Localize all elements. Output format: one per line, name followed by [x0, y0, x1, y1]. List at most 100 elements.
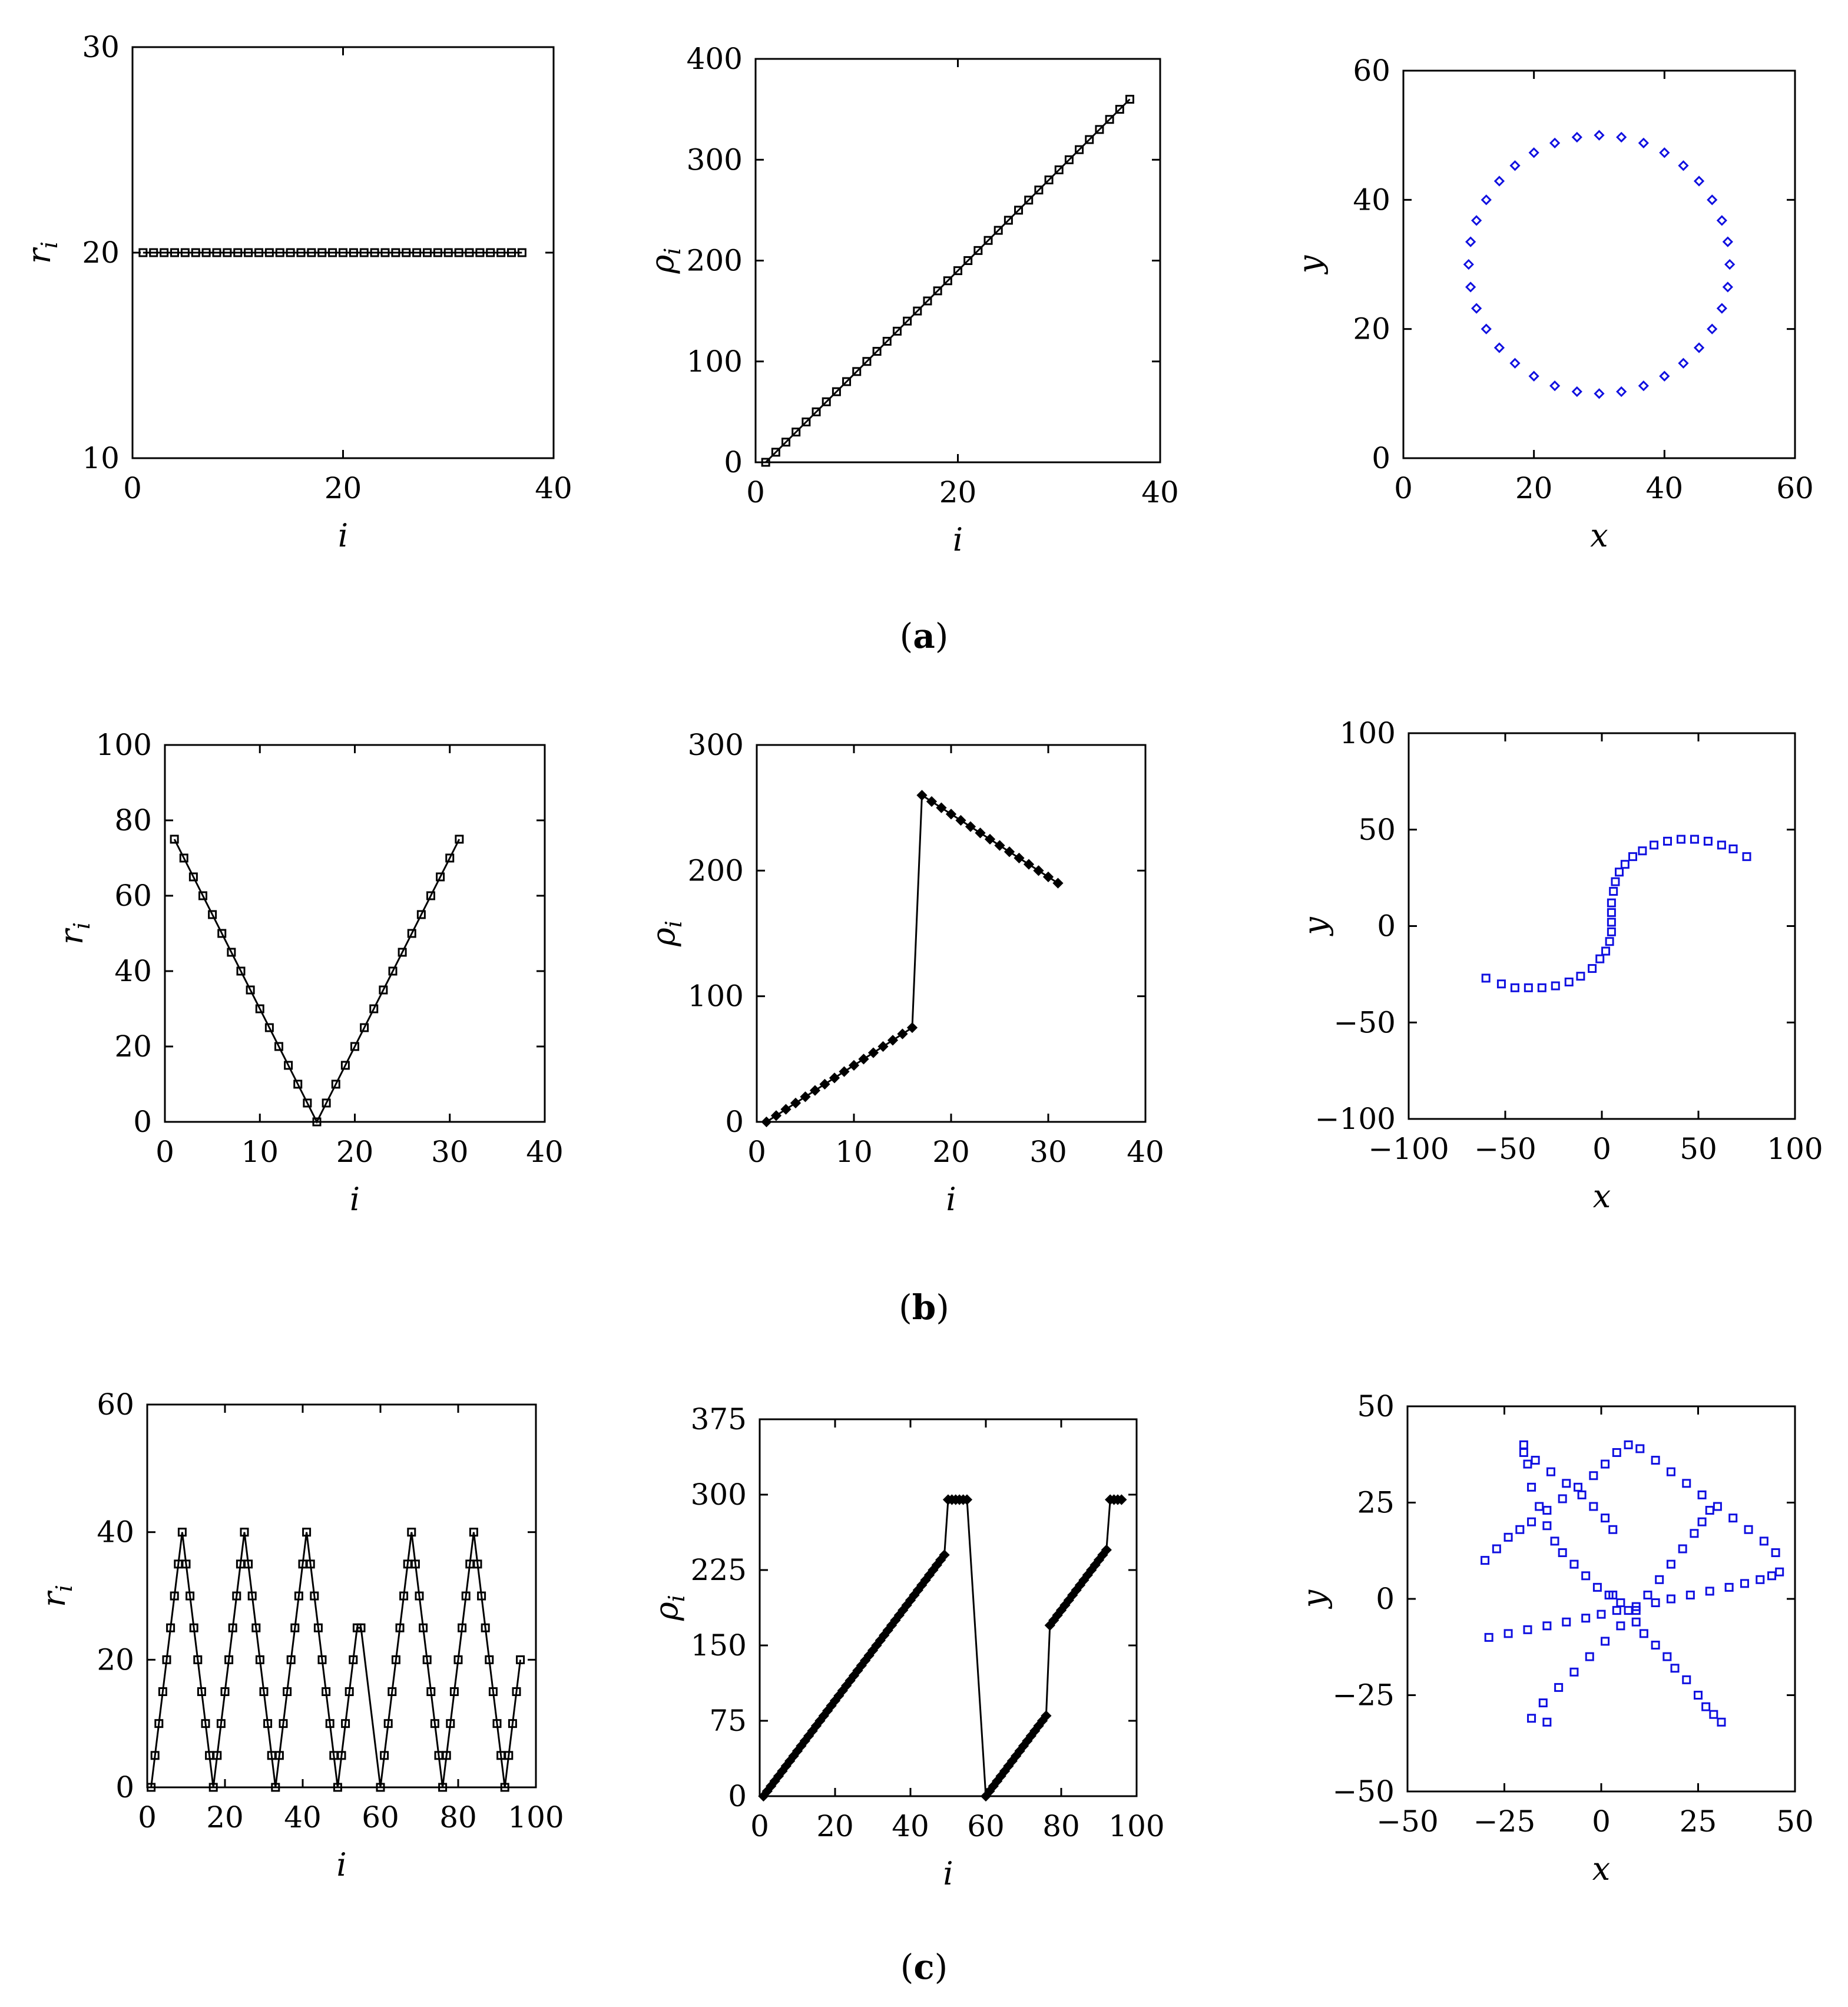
c3-point-41 — [1713, 1502, 1722, 1511]
b2-point-14 — [897, 1028, 908, 1039]
b1-point-1 — [179, 853, 188, 863]
c1-point-14 — [201, 1719, 210, 1728]
a3-point-28 — [1616, 386, 1627, 398]
c3-point-85 — [1601, 1513, 1610, 1523]
c1-xtick-label-4: 80 — [439, 1800, 477, 1834]
a1-point-22 — [370, 248, 379, 257]
b3-xtick-label-3: 50 — [1680, 1132, 1717, 1166]
b1-point-0 — [170, 834, 179, 844]
a2-point-8 — [842, 377, 852, 386]
a1-point-25 — [402, 248, 411, 257]
b1-ytick-label-4: 80 — [114, 803, 152, 837]
c3-point-4 — [1542, 1521, 1552, 1531]
c2-xtick-label-5: 100 — [1108, 1809, 1164, 1843]
b3-xtick-label-0: −100 — [1368, 1132, 1449, 1166]
b1-point-3 — [198, 891, 207, 900]
a3-ytick-label-2: 40 — [1353, 183, 1390, 217]
c3-point-0 — [1519, 1440, 1528, 1449]
b2-xtick-label-1: 10 — [835, 1135, 873, 1169]
c3-point-70 — [1616, 1621, 1625, 1631]
a2-point-36 — [1125, 95, 1134, 104]
b1-xtick-label-3: 30 — [431, 1135, 469, 1169]
c3-point-75 — [1678, 1544, 1687, 1554]
c3-point-47 — [1503, 1629, 1513, 1638]
b1-point-15 — [312, 1117, 322, 1127]
b1-xtick-label-0: 0 — [155, 1135, 174, 1169]
b2-ytick-label-1: 100 — [688, 979, 744, 1014]
c1-point-6 — [170, 1591, 179, 1601]
a1-ylabel: ri — [21, 241, 62, 264]
c2-xtick-label-3: 60 — [967, 1809, 1005, 1843]
c3-point-5 — [1550, 1536, 1559, 1546]
c2-point-87 — [1101, 1544, 1112, 1555]
c2-xlabel: i — [943, 1855, 953, 1892]
b2-point-29 — [1042, 871, 1054, 883]
b3-point-12 — [1607, 927, 1616, 936]
c1-point-26 — [247, 1591, 257, 1601]
b2-point-16 — [916, 790, 928, 801]
a1-point-30 — [454, 248, 463, 257]
c3-ytick-label-1: −25 — [1332, 1678, 1395, 1713]
b3-point-9 — [1595, 954, 1605, 963]
a1-point-33 — [486, 248, 495, 257]
c2-xtick-label-1: 20 — [816, 1809, 854, 1843]
a1-point-36 — [517, 248, 526, 257]
b3-point-8 — [1588, 964, 1597, 973]
c3-xtick-label-2: 0 — [1592, 1804, 1611, 1839]
c1-point-25 — [244, 1559, 253, 1569]
c3-point-18 — [1670, 1664, 1680, 1673]
a3-point-5 — [1678, 160, 1689, 171]
b1-point-4 — [208, 910, 217, 919]
a1-point-28 — [433, 248, 442, 257]
a2-point-3 — [791, 428, 801, 437]
a1-point-7 — [212, 248, 221, 257]
c2-ylabel: ρi — [648, 1595, 690, 1621]
c1-series-line — [150, 1532, 522, 1788]
b2-point-10 — [858, 1054, 869, 1065]
c2-ytick-label-0: 0 — [728, 1779, 747, 1813]
c1-point-37 — [290, 1623, 300, 1632]
b3-point-22 — [1650, 840, 1659, 850]
b1-ylabel: ri — [53, 922, 95, 945]
a1-xtick-label-1: 20 — [324, 471, 362, 505]
b2-point-25 — [1004, 846, 1015, 857]
a1-point-6 — [201, 248, 211, 257]
a3-ytick-label-0: 0 — [1372, 441, 1390, 475]
b3-point-26 — [1703, 836, 1713, 846]
c3-point-51 — [1581, 1614, 1591, 1623]
b1-ytick-label-2: 40 — [114, 954, 152, 988]
c1-point-43 — [313, 1623, 323, 1632]
a2-xlabel: i — [953, 521, 963, 558]
c3-point-76 — [1690, 1529, 1699, 1538]
a3-point-19 — [1465, 281, 1476, 293]
a1-point-27 — [423, 248, 432, 257]
a3-xtick-label-3: 60 — [1776, 471, 1814, 505]
c3-point-71 — [1631, 1606, 1641, 1615]
a2-point-19 — [953, 266, 962, 276]
c1-point-59 — [391, 1655, 400, 1664]
a2-point-18 — [943, 276, 952, 286]
a1-point-24 — [391, 248, 400, 257]
b2-xtick-label-0: 0 — [747, 1135, 766, 1169]
c3-point-60 — [1740, 1579, 1749, 1588]
c1-point-52 — [349, 1655, 358, 1664]
c3-point-84 — [1589, 1502, 1598, 1511]
a1-point-2 — [160, 248, 169, 257]
c3-point-46 — [1484, 1632, 1493, 1642]
a3-point-17 — [1465, 236, 1476, 247]
c1-point-16 — [208, 1783, 218, 1792]
a3-point-3 — [1707, 194, 1718, 206]
c3-ytick-label-4: 50 — [1357, 1389, 1395, 1423]
c3-point-43 — [1744, 1525, 1753, 1534]
b3-point-17 — [1611, 877, 1620, 886]
c1-point-21 — [228, 1623, 237, 1632]
b3-point-15 — [1607, 898, 1616, 908]
c3-point-7 — [1569, 1559, 1579, 1569]
b3-point-25 — [1690, 834, 1699, 844]
b1-point-21 — [369, 1004, 379, 1014]
a1-point-15 — [296, 248, 306, 257]
b1-ytick-label-3: 60 — [114, 879, 152, 913]
c1-point-45 — [322, 1687, 331, 1696]
c1-point-19 — [220, 1687, 230, 1696]
a3-ytick-label-1: 20 — [1353, 312, 1390, 346]
